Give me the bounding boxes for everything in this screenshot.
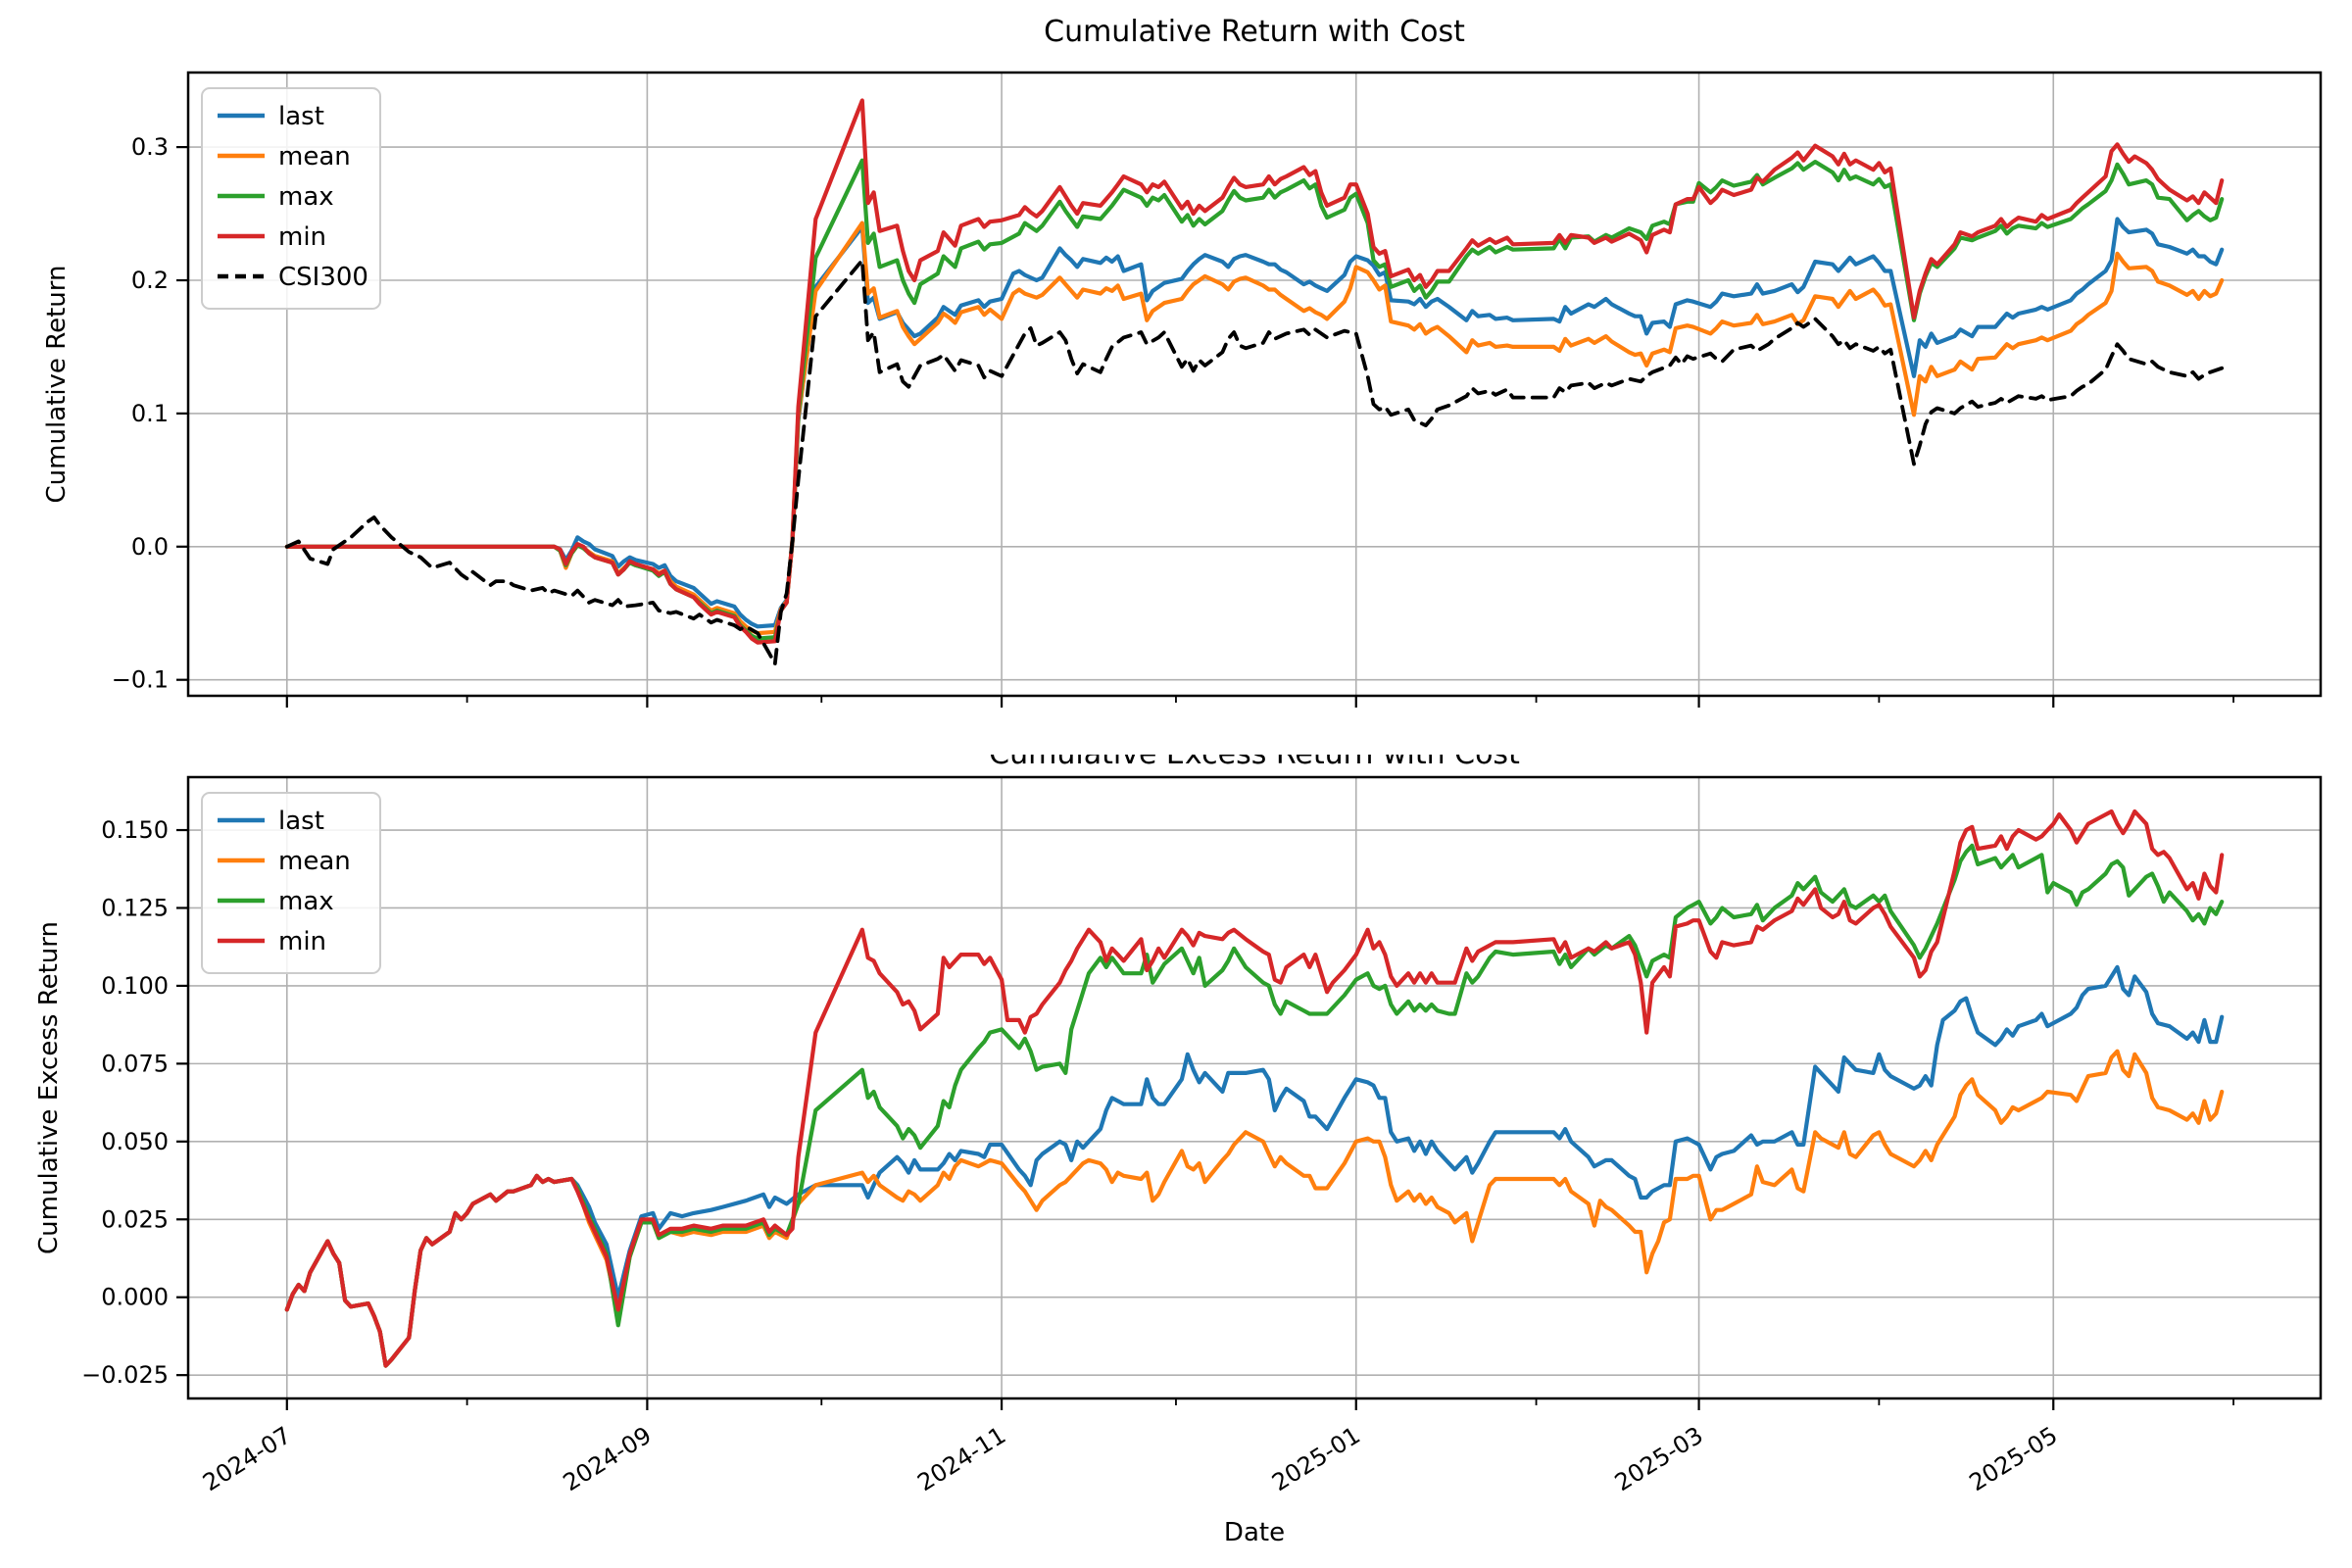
y-tick-label: 0.000	[101, 1284, 169, 1311]
x-tick-label: 2025-05	[1965, 1421, 2063, 1496]
series-line-mean	[284, 1049, 2225, 1368]
bottom-ytick-labels: 0.150 0.125 0.100 0.075 0.050 0.025 0.000 −0.02…	[81, 816, 169, 1389]
legend-label-max: max	[278, 182, 334, 212]
x-axis-label: Date	[1224, 1518, 1285, 1547]
legend-label-max: max	[278, 887, 334, 916]
y-tick-label: 0.3	[131, 133, 169, 161]
top-legend: last mean max min CSI300	[201, 87, 381, 310]
series-line-mean	[284, 220, 2225, 636]
bottom-tick-marks	[176, 828, 2234, 1410]
legend-label-min: min	[278, 927, 326, 956]
x-tick-label: 2025-03	[1610, 1421, 1708, 1496]
y-tick-label: 0.0	[131, 533, 169, 561]
x-tick-labels: 2024-07 2024-09 2024-11 2025-01 2025-03 2025-…	[198, 1421, 2062, 1496]
series-line-last	[284, 964, 2225, 1368]
top-ylabel: Cumulative Return	[42, 266, 72, 504]
legend-box	[201, 792, 381, 974]
x-tick-label: 2024-11	[912, 1421, 1010, 1496]
y-tick-label: 0.2	[131, 267, 169, 294]
series-line-min	[284, 808, 2225, 1368]
y-tick-label: −0.1	[112, 666, 169, 694]
legend-label-min: min	[278, 222, 326, 252]
top-tick-marks	[176, 146, 2234, 708]
y-tick-label: 0.150	[101, 816, 169, 844]
top-series-lines	[284, 98, 2225, 666]
y-tick-label: −0.025	[81, 1361, 169, 1389]
axes-spines	[186, 71, 2323, 698]
top-axes-frame	[186, 71, 2323, 698]
legend-label-CSI300: CSI300	[278, 263, 368, 292]
cumulative-excess-return-chart: 0.150 0.125 0.100 0.075 0.050 0.025 0.000 −0.02…	[34, 755, 2323, 1547]
y-tick-label: 0.1	[131, 400, 169, 427]
top-chart-title: Cumulative Return with Cost	[1044, 15, 1465, 49]
legend-label-last: last	[278, 102, 324, 131]
series-line-max	[284, 158, 2225, 641]
x-tick-label: 2024-07	[198, 1421, 296, 1496]
series-line-max	[284, 843, 2225, 1368]
legend-label-mean: mean	[278, 142, 351, 172]
x-tick-label: 2024-09	[559, 1421, 657, 1496]
y-tick-label: 0.075	[101, 1050, 169, 1077]
series-line-CSI300	[284, 258, 2225, 666]
bottom-axes-frame	[186, 775, 2323, 1400]
bottom-chart-title: Cumulative Excess Return with Cost	[989, 755, 1520, 771]
y-tick-label: 0.100	[101, 972, 169, 1000]
top-ytick-labels: 0.3 0.2 0.1 0.0 −0.1	[112, 133, 169, 694]
top-gridlines	[188, 73, 2321, 696]
legend-label-last: last	[278, 807, 324, 836]
y-tick-label: 0.050	[101, 1128, 169, 1155]
bottom-series-lines	[284, 808, 2225, 1368]
y-tick-label: 0.125	[101, 894, 169, 921]
axes-spines	[186, 775, 2323, 1400]
legend-box	[201, 87, 381, 310]
cumulative-return-chart: 0.3 0.2 0.1 0.0 −0.1 Cumulative Return with …	[42, 15, 2323, 708]
bottom-legend: last mean max min	[201, 792, 381, 974]
x-tick-label: 2025-01	[1267, 1421, 1365, 1496]
y-tick-label: 0.025	[101, 1205, 169, 1233]
bottom-ylabel: Cumulative Excess Return	[34, 921, 64, 1254]
bottom-gridlines	[188, 777, 2321, 1398]
legend-label-mean: mean	[278, 847, 351, 876]
